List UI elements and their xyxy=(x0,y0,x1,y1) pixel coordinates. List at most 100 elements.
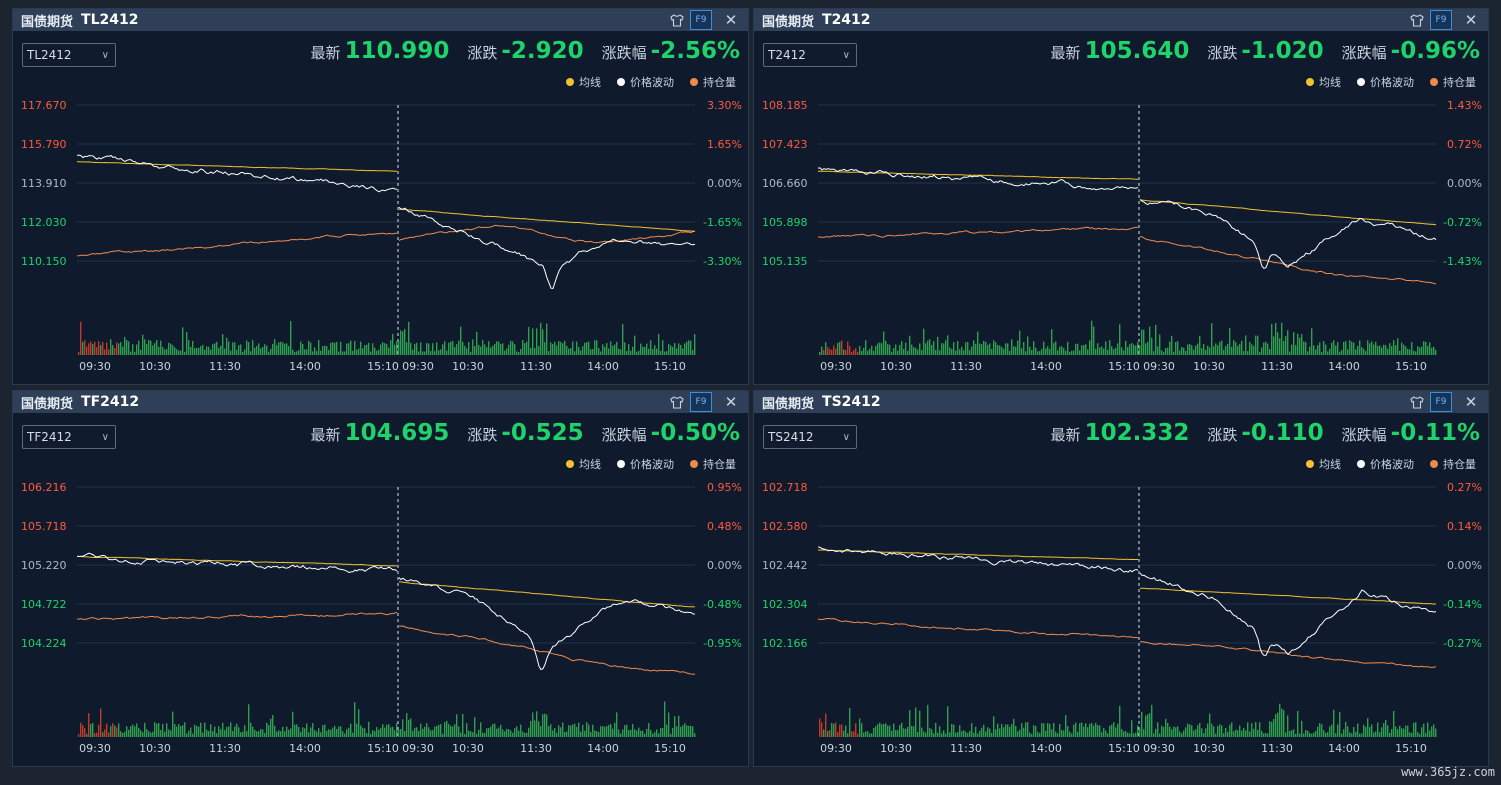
y-tick-left: 104.224 xyxy=(21,637,67,650)
volume-bar xyxy=(913,726,915,737)
legend-price[interactable]: 价格波动 xyxy=(1357,74,1414,90)
volume-bar xyxy=(474,346,476,355)
close-icon[interactable]: ✕ xyxy=(1464,11,1478,29)
contract-select[interactable]: T2412 ∨ xyxy=(763,43,857,67)
volume-bar xyxy=(652,349,654,355)
volume-bar xyxy=(971,346,973,355)
legend-price[interactable]: 价格波动 xyxy=(617,456,674,472)
legend-open-interest-dot xyxy=(1430,78,1438,86)
panel-titlebar[interactable]: 国债期货 TF2412 F9 ✕ xyxy=(13,391,748,413)
volume-bar xyxy=(508,344,510,355)
volume-bar xyxy=(366,344,368,355)
volume-bar xyxy=(456,344,458,355)
legend-open-interest[interactable]: 持仓量 xyxy=(690,74,736,90)
volume-bar xyxy=(402,331,404,355)
skin-icon[interactable] xyxy=(668,393,686,411)
volume-bars xyxy=(819,320,1437,355)
volume-bar xyxy=(1295,345,1297,355)
volume-bar xyxy=(1317,345,1319,355)
legend-avg[interactable]: 均线 xyxy=(566,74,601,90)
skin-icon[interactable] xyxy=(668,11,686,29)
legend-open-interest[interactable]: 持仓量 xyxy=(690,456,736,472)
volume-bar xyxy=(314,730,316,737)
legend-price-label: 价格波动 xyxy=(1370,76,1414,89)
f9-button[interactable]: F9 xyxy=(1430,392,1452,412)
y-tick-right: -0.27% xyxy=(1443,637,1482,650)
volume-bar xyxy=(152,731,154,737)
volume-bar xyxy=(290,728,292,737)
f9-button[interactable]: F9 xyxy=(690,10,712,30)
volume-bar xyxy=(386,724,388,737)
volume-bar xyxy=(294,724,296,737)
close-icon[interactable]: ✕ xyxy=(1464,393,1478,411)
intraday-chart: 102.718 0.27% 102.580 0.14% 102.442 0.00% 102.… xyxy=(762,481,1482,755)
y-tick-right: 0.72% xyxy=(1447,138,1482,151)
f9-button[interactable]: F9 xyxy=(1430,10,1452,30)
volume-bar xyxy=(614,344,616,355)
legend-avg[interactable]: 均线 xyxy=(1306,74,1341,90)
volume-bar xyxy=(202,344,204,355)
volume-bar xyxy=(662,340,664,355)
volume-bar xyxy=(608,725,610,737)
volume-bar xyxy=(390,727,392,737)
volume-bar xyxy=(414,727,416,737)
volume-bar xyxy=(172,345,174,355)
volume-bar xyxy=(1109,725,1111,737)
skin-icon[interactable] xyxy=(1408,11,1426,29)
contract-select[interactable]: TL2412 ∨ xyxy=(22,43,116,67)
volume-bar xyxy=(1371,341,1373,355)
volume-bar xyxy=(588,341,590,355)
volume-bar xyxy=(1129,733,1131,737)
volume-bar xyxy=(108,732,110,737)
panel-titlebar[interactable]: 国债期货 TS2412 F9 ✕ xyxy=(754,391,1488,413)
volume-bar xyxy=(873,727,875,737)
volume-bar xyxy=(586,342,588,355)
contract-select[interactable]: TS2412 ∨ xyxy=(763,425,857,449)
volume-bar xyxy=(929,339,931,355)
legend-price[interactable]: 价格波动 xyxy=(1357,456,1414,472)
volume-bar xyxy=(1189,724,1191,737)
volume-bar xyxy=(1159,733,1161,737)
volume-bar xyxy=(582,724,584,737)
volume-bar xyxy=(1365,351,1367,355)
latest-value: 102.332 xyxy=(1084,420,1190,446)
volume-bar xyxy=(1107,733,1109,737)
volume-bar xyxy=(198,726,200,737)
panel-titlebar[interactable]: 国债期货 TL2412 F9 ✕ xyxy=(13,9,748,31)
volume-bar xyxy=(831,723,833,737)
volume-bar xyxy=(482,732,484,737)
volume-bar xyxy=(1055,341,1057,355)
legend-avg[interactable]: 均线 xyxy=(566,456,601,472)
volume-bar xyxy=(396,723,398,737)
legend-avg[interactable]: 均线 xyxy=(1306,456,1341,472)
volume-bar xyxy=(869,733,871,737)
volume-bar xyxy=(1319,342,1321,355)
volume-bar xyxy=(1069,731,1071,737)
volume-bar xyxy=(392,726,394,737)
f9-button[interactable]: F9 xyxy=(690,392,712,412)
volume-bar xyxy=(1097,343,1099,355)
volume-bar xyxy=(1213,346,1215,355)
volume-bar xyxy=(284,731,286,737)
volume-bar xyxy=(382,724,384,737)
skin-icon[interactable] xyxy=(1408,393,1426,411)
y-tick-right: -0.14% xyxy=(1443,598,1482,611)
volume-bar xyxy=(979,730,981,737)
contract-select-value: TL2412 xyxy=(27,48,72,62)
close-icon[interactable]: ✕ xyxy=(724,393,738,411)
change-value: -1.020 xyxy=(1241,38,1324,64)
volume-bar xyxy=(636,730,638,737)
close-icon[interactable]: ✕ xyxy=(724,11,738,29)
volume-bar xyxy=(1375,341,1377,355)
volume-bar xyxy=(426,343,428,355)
volume-bar xyxy=(432,730,434,737)
volume-bar xyxy=(1267,343,1269,355)
contract-select[interactable]: TF2412 ∨ xyxy=(22,425,116,449)
volume-bar xyxy=(1051,729,1053,737)
legend-price[interactable]: 价格波动 xyxy=(617,74,674,90)
volume-bar xyxy=(96,732,98,737)
panel-titlebar[interactable]: 国债期货 T2412 F9 ✕ xyxy=(754,9,1488,31)
volume-bar xyxy=(1237,345,1239,355)
legend-open-interest[interactable]: 持仓量 xyxy=(1430,456,1476,472)
legend-open-interest[interactable]: 持仓量 xyxy=(1430,74,1476,90)
